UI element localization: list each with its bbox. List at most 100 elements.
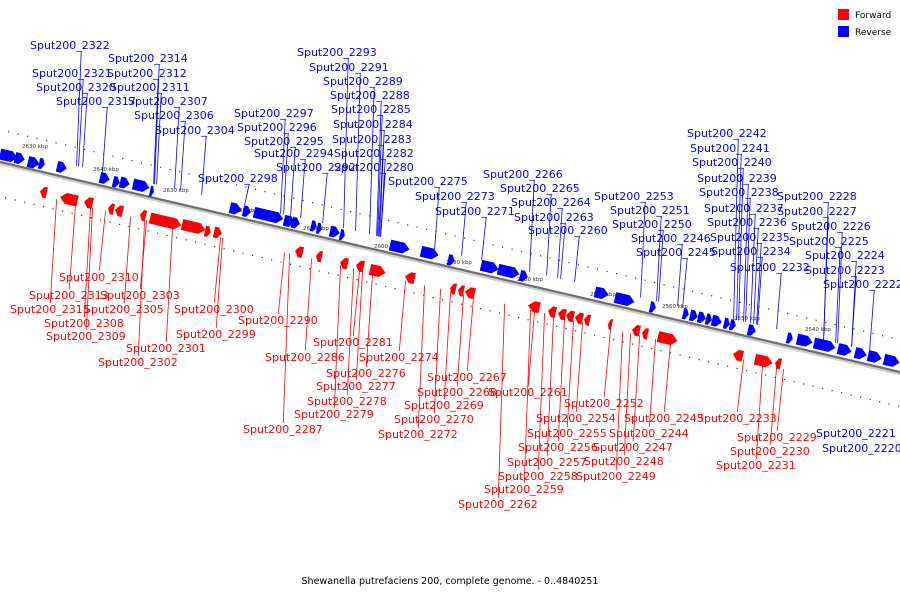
legend-forward: Forward xyxy=(855,11,891,21)
gene-body xyxy=(722,317,730,329)
scale-dot xyxy=(128,225,130,228)
scale-dot xyxy=(831,390,833,392)
label-connector xyxy=(201,135,207,196)
gene-body xyxy=(648,301,656,313)
backbone-line xyxy=(0,160,900,374)
scale-dot xyxy=(565,327,567,330)
label-connector xyxy=(574,235,580,283)
label-connector xyxy=(736,153,742,320)
gene-body xyxy=(356,260,366,273)
reverse-gene-label: Sput200_2314 xyxy=(108,52,188,65)
forward-gene-arrow xyxy=(458,285,466,297)
label-connector xyxy=(776,272,782,330)
scale-dot xyxy=(511,248,513,250)
reverse-gene-arrow xyxy=(518,269,528,282)
label-connector xyxy=(603,328,611,398)
genome-backbone xyxy=(0,160,900,376)
label-connector xyxy=(123,216,131,304)
label-connector xyxy=(355,270,363,381)
scale-dot xyxy=(217,179,219,182)
forward-gene-arrow xyxy=(115,205,125,218)
scale-dot xyxy=(692,290,694,292)
forward-gene-arrow xyxy=(753,353,773,368)
reverse-gene-label: Sput200_2307 xyxy=(128,95,208,108)
reverse-gene-label: Sput200_2312 xyxy=(107,67,187,80)
scale-dot xyxy=(413,292,415,294)
forward-gene-arrow xyxy=(733,349,744,362)
forward-gene-label: Sput200_2308 xyxy=(44,317,124,330)
label-connector xyxy=(283,132,289,215)
gene-body xyxy=(203,225,211,237)
scale-dot xyxy=(689,356,691,358)
forward-gene-label: Sput200_2300 xyxy=(174,303,254,316)
gene-body xyxy=(26,156,40,169)
forward-gene-label: Sput200_2315 xyxy=(10,303,90,316)
forward-gene-label: Sput200_2248 xyxy=(584,455,664,468)
scale-dot xyxy=(603,336,605,339)
scale-dot xyxy=(14,199,16,201)
scale-dot xyxy=(632,343,634,345)
forward-gene-label: Sput200_2249 xyxy=(576,470,656,483)
label-connector xyxy=(677,243,683,307)
label-connector xyxy=(546,193,552,276)
scale-dot xyxy=(844,326,846,328)
scale-dot xyxy=(43,206,45,208)
label-connector xyxy=(527,310,535,387)
scale-dot xyxy=(90,217,92,219)
reverse-gene-label: Sput200_2297 xyxy=(234,107,314,120)
kbp-label: 2560 kbp xyxy=(662,304,688,310)
scale-dot xyxy=(888,403,890,405)
label-connector xyxy=(83,207,91,318)
reverse-gene-label: Sput200_2320 xyxy=(36,81,116,94)
gene-body xyxy=(446,254,455,266)
scale-dot xyxy=(179,171,181,173)
scale-dot xyxy=(556,325,558,327)
label-connector xyxy=(755,363,763,460)
scale-dot xyxy=(568,261,570,264)
gene-body xyxy=(316,251,324,263)
scale-dot xyxy=(451,301,453,303)
label-connector xyxy=(156,92,162,185)
reverse-gene-label: Sput200_2285 xyxy=(331,103,411,116)
gene-body xyxy=(84,197,95,210)
label-connector xyxy=(461,201,467,256)
reverse-gene-label: Sput200_2283 xyxy=(332,133,412,146)
scale-dot xyxy=(112,155,114,157)
forward-gene-label: Sput200_2230 xyxy=(730,445,810,458)
label-connector xyxy=(213,237,221,304)
scale-dot xyxy=(673,286,675,288)
reverse-gene-arrow xyxy=(37,157,45,170)
scale-dot xyxy=(157,232,159,234)
label-connector xyxy=(851,275,857,347)
scale-dot xyxy=(236,184,238,186)
reverse-gene-arrow xyxy=(496,263,520,279)
scale-dot xyxy=(803,383,805,385)
reverse-gene-label: Sput200_2232 xyxy=(730,261,810,274)
scale-dot xyxy=(233,250,235,252)
gene-body xyxy=(496,263,520,279)
label-connector xyxy=(433,288,441,414)
label-connector xyxy=(98,210,106,272)
gene-body xyxy=(575,312,585,325)
label-connector xyxy=(753,227,759,324)
label-connector xyxy=(82,92,88,168)
label-connector xyxy=(546,315,554,457)
forward-gene-arrow xyxy=(148,212,182,230)
reverse-gene-arrow xyxy=(710,314,722,327)
scale-dot xyxy=(432,296,434,299)
scale-dot xyxy=(33,203,35,206)
forward-gene-arrow xyxy=(295,246,305,259)
reverse-gene-label: Sput200_2224 xyxy=(805,249,885,262)
scale-dot xyxy=(644,279,646,281)
label-connector xyxy=(244,183,250,206)
scale-dot xyxy=(138,228,140,230)
label-connector xyxy=(456,294,464,387)
scale-dot xyxy=(81,214,83,217)
scale-dot xyxy=(492,244,494,246)
scale-dot xyxy=(27,135,29,137)
gene-body xyxy=(681,308,689,320)
label-connector xyxy=(769,367,777,446)
label-connector xyxy=(557,317,565,442)
scale-dot xyxy=(850,394,852,396)
